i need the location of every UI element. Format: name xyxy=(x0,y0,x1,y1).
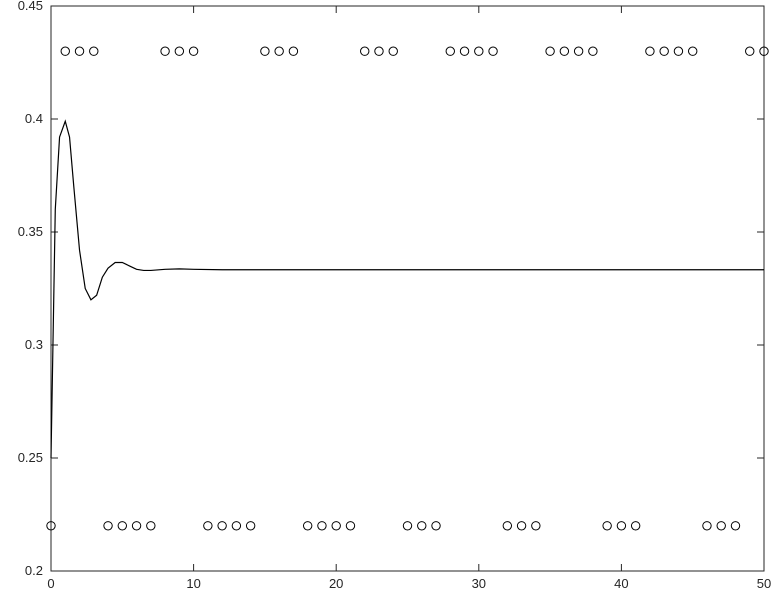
x-tick-label: 0 xyxy=(47,576,54,591)
data-point-marker xyxy=(388,46,398,56)
data-point-marker xyxy=(402,521,413,531)
data-point-marker xyxy=(659,46,669,56)
data-point-marker xyxy=(702,521,712,531)
data-point-marker xyxy=(302,521,313,531)
data-point-marker xyxy=(673,46,684,56)
data-point-marker xyxy=(46,521,56,531)
data-point-marker xyxy=(360,46,370,56)
data-point-marker xyxy=(531,521,541,531)
data-point-marker xyxy=(331,521,341,531)
data-point-marker xyxy=(630,521,641,531)
data-point-marker xyxy=(688,46,698,56)
data-point-marker xyxy=(288,46,299,56)
y-tick-label: 0.4 xyxy=(25,111,43,126)
data-point-marker xyxy=(488,46,498,56)
x-axis: 0 10 20 30 40 50 xyxy=(47,6,771,591)
data-point-marker xyxy=(260,46,270,56)
x-tick-label: 10 xyxy=(186,576,200,591)
data-point-marker xyxy=(89,46,99,56)
data-point-marker xyxy=(559,46,570,56)
y-tick-label: 0.3 xyxy=(25,337,43,352)
data-point-marker xyxy=(716,521,726,531)
x-tick-label: 30 xyxy=(472,576,486,591)
y-tick-label: 0.2 xyxy=(25,563,43,578)
data-point-marker xyxy=(545,46,555,56)
series-markers xyxy=(46,46,769,531)
series-line xyxy=(50,119,764,459)
data-point-marker xyxy=(74,46,85,56)
x-tick-label: 50 xyxy=(757,576,771,591)
data-point-marker xyxy=(745,46,755,56)
data-point-marker xyxy=(502,521,513,531)
data-point-marker xyxy=(317,521,327,531)
data-point-marker xyxy=(117,521,128,531)
plot-area xyxy=(50,5,765,572)
data-point-marker xyxy=(146,521,156,531)
x-tick-label: 20 xyxy=(329,576,343,591)
data-point-marker xyxy=(103,521,113,531)
data-point-marker xyxy=(516,521,527,531)
y-tick-label: 0.35 xyxy=(18,224,43,239)
data-point-marker xyxy=(645,46,655,56)
y-tick-label: 0.45 xyxy=(18,0,43,13)
data-point-marker xyxy=(588,46,598,56)
y-axis: 0.2 0.25 0.3 0.35 0.4 0.45 xyxy=(18,0,764,578)
data-point-marker xyxy=(188,46,199,56)
data-point-marker xyxy=(730,521,741,531)
x-tick-label: 40 xyxy=(614,576,628,591)
data-point-marker xyxy=(131,521,142,531)
data-point-marker xyxy=(616,521,627,531)
data-point-marker xyxy=(160,46,170,56)
data-point-marker xyxy=(573,46,584,56)
data-point-marker xyxy=(245,521,256,531)
data-point-marker xyxy=(203,521,213,531)
data-point-marker xyxy=(60,46,70,56)
data-point-marker xyxy=(345,521,356,531)
data-point-marker xyxy=(459,46,470,56)
data-point-marker xyxy=(759,46,769,56)
data-point-marker xyxy=(174,46,185,56)
data-point-marker xyxy=(374,46,384,56)
data-point-marker xyxy=(602,521,612,531)
data-point-marker xyxy=(274,46,284,56)
data-point-marker xyxy=(417,521,427,531)
data-point-marker xyxy=(445,46,455,56)
data-point-marker xyxy=(474,46,484,56)
y-tick-label: 0.25 xyxy=(18,450,43,465)
data-point-marker xyxy=(231,521,242,531)
data-point-marker xyxy=(217,521,227,531)
data-point-marker xyxy=(431,521,441,531)
